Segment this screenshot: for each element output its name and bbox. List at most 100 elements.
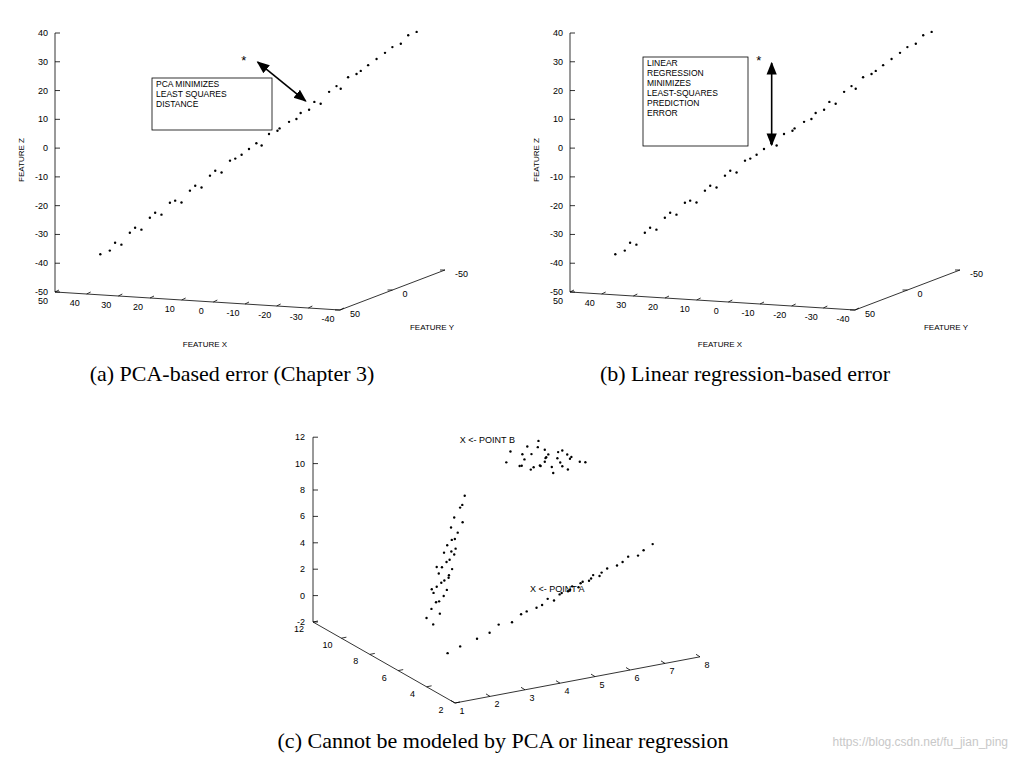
tick-mark xyxy=(760,302,764,304)
data-point xyxy=(189,189,191,191)
data-point xyxy=(400,43,402,45)
axis-title: FEATURE Y xyxy=(410,323,455,332)
z-axis xyxy=(570,33,571,292)
data-point xyxy=(729,169,731,171)
data-point xyxy=(450,550,452,552)
panel: 50403020100-10-20-30-40500-50-50-40-30-2… xyxy=(532,28,983,386)
data-point xyxy=(299,112,301,114)
data-point xyxy=(547,453,549,455)
data-point xyxy=(443,551,445,553)
data-point xyxy=(570,456,572,458)
data-point xyxy=(590,577,592,579)
chart-root: 50403020100-10-20-30-40500-50-50-40-30-2… xyxy=(0,0,1016,760)
tick-mark xyxy=(55,205,60,206)
tick-label: 3 xyxy=(529,693,534,703)
tick-label: -30 xyxy=(290,312,303,322)
tick-label: 5 xyxy=(599,680,604,690)
panel: 50403020100-10-20-30-40500-50-50-40-30-2… xyxy=(17,28,468,386)
data-point xyxy=(454,538,456,540)
tick-label: 4 xyxy=(564,686,569,696)
data-point xyxy=(915,43,917,45)
tick-mark xyxy=(728,300,732,302)
tick-mark xyxy=(570,148,575,149)
data-point xyxy=(850,85,852,87)
data-point xyxy=(431,588,433,590)
tick-label: 30 xyxy=(38,57,48,67)
tick-label: 7 xyxy=(669,666,674,676)
data-point xyxy=(521,453,523,455)
tick-mark xyxy=(570,90,575,91)
data-point xyxy=(875,70,877,72)
tick-label: 30 xyxy=(553,57,563,67)
data-point xyxy=(539,464,541,466)
tick-mark xyxy=(955,270,960,271)
tick-label: -40 xyxy=(321,314,334,324)
tick-label: 0 xyxy=(199,306,204,316)
tick-mark xyxy=(570,263,575,264)
tick-mark xyxy=(245,302,249,304)
data-point xyxy=(709,184,711,186)
tick-mark xyxy=(570,292,575,293)
tick-mark xyxy=(661,661,665,664)
tick-mark xyxy=(398,670,403,671)
data-point xyxy=(461,521,463,523)
data-point xyxy=(439,612,441,614)
data-point xyxy=(803,121,805,123)
data-point xyxy=(276,129,278,131)
data-point xyxy=(635,243,637,245)
tick-label: 50 xyxy=(865,309,875,319)
data-point xyxy=(530,468,532,470)
tick-mark xyxy=(313,437,318,438)
tick-label: -10 xyxy=(550,172,563,182)
data-point xyxy=(614,253,616,255)
data-point xyxy=(319,103,321,105)
data-point xyxy=(511,621,513,623)
data-point xyxy=(843,91,845,93)
tick-mark xyxy=(55,90,60,91)
data-point xyxy=(140,228,142,230)
data-point xyxy=(313,101,315,103)
annotation: X <- POINT B xyxy=(460,435,515,445)
tick-label: -40 xyxy=(550,258,563,268)
data-point xyxy=(544,460,546,462)
data-point xyxy=(644,232,646,234)
tick-mark xyxy=(55,119,60,120)
data-point xyxy=(120,243,122,245)
data-point xyxy=(664,217,666,219)
data-point xyxy=(870,73,872,75)
data-point xyxy=(457,531,459,533)
data-point xyxy=(606,567,608,569)
y-axis xyxy=(313,622,455,703)
data-point xyxy=(890,58,892,60)
data-point xyxy=(278,127,280,129)
data-point xyxy=(459,506,461,508)
data-point xyxy=(255,142,257,144)
tick-mark xyxy=(55,176,60,177)
tick-mark xyxy=(633,294,637,296)
data-point xyxy=(446,589,448,591)
tick-label: 10 xyxy=(295,459,305,469)
annotation: X <- POINT A xyxy=(530,584,585,594)
axis-title: FEATURE X xyxy=(698,340,743,349)
data-point xyxy=(375,58,377,60)
box-text: PCA MINIMIZES xyxy=(156,79,220,89)
tick-mark xyxy=(903,290,908,291)
data-point xyxy=(930,31,932,33)
data-point xyxy=(922,34,924,36)
tick-label: 0 xyxy=(918,289,923,299)
data-point xyxy=(505,461,507,463)
tick-mark xyxy=(570,234,575,235)
tick-label: 40 xyxy=(585,298,595,308)
data-point xyxy=(443,595,445,597)
data-point xyxy=(220,171,222,173)
data-point xyxy=(453,516,455,518)
tick-mark xyxy=(55,61,60,62)
data-point xyxy=(335,85,337,87)
data-point xyxy=(451,539,453,541)
tick-label: 8 xyxy=(704,660,709,670)
data-point xyxy=(129,232,131,234)
box-text: LEAST-SQUARES xyxy=(647,88,718,98)
tick-mark xyxy=(341,637,346,638)
tick-mark xyxy=(55,33,60,34)
tick-label: -50 xyxy=(970,269,983,279)
